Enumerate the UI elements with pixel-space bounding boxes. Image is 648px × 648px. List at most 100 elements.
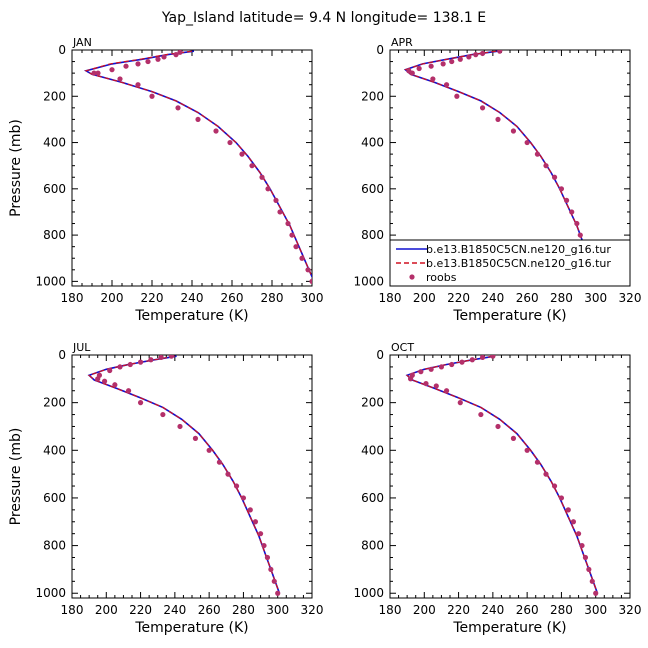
obs-point (309, 278, 312, 284)
obs-point (268, 566, 274, 573)
y-tick-label: 800 (361, 228, 384, 242)
y-tick-label: 200 (43, 396, 66, 410)
x-tick-label: 300 (584, 603, 607, 617)
x-tick-label: 220 (447, 603, 470, 617)
model-line-dashed (87, 355, 280, 594)
obs-point (216, 459, 223, 465)
obs-point (175, 105, 181, 111)
x-tick-label: 200 (101, 291, 124, 305)
x-tick-label: 260 (516, 603, 539, 617)
obs-point (479, 355, 486, 360)
x-tick-label: 280 (550, 291, 573, 305)
obs-point (551, 483, 558, 489)
x-axis-label: Temperature (K) (452, 620, 566, 636)
x-tick-label: 280 (232, 603, 255, 617)
x-tick-label: 260 (516, 291, 539, 305)
obs-point (264, 554, 271, 561)
series-group (83, 50, 312, 284)
obs-point (275, 590, 281, 596)
legend-marker-dot (409, 274, 415, 280)
y-tick-label: 800 (43, 228, 66, 242)
y-tick-label: 600 (361, 491, 384, 505)
obs-point (95, 70, 101, 76)
chart-panel-oct: OCT 180 200 220 240 260 280 300 320 0 200 400 600 800… (353, 341, 641, 636)
obs-point (117, 364, 123, 370)
obs-point (407, 376, 414, 382)
y-axis-label: Pressure (mb) (8, 428, 24, 526)
obs-point (135, 61, 141, 67)
obs-point (91, 70, 97, 76)
obs-point (428, 366, 434, 372)
obs-point (227, 139, 233, 146)
plot-frame (71, 354, 313, 599)
obs-point (195, 116, 201, 123)
y-tick-label: 1000 (353, 274, 384, 288)
legend-label: roobs (426, 271, 457, 284)
y-tick-label: 0 (58, 348, 66, 362)
obs-point (534, 459, 541, 465)
x-axis-label: Temperature (K) (134, 308, 248, 324)
x-tick-label: 260 (198, 603, 221, 617)
x-tick-label: 180 (379, 603, 402, 617)
x-tick-label: 240 (481, 603, 504, 617)
obs-point (158, 355, 164, 360)
obs-point (257, 531, 264, 537)
obs-point (107, 367, 113, 374)
model-line-solid (87, 355, 281, 594)
y-tick-label: 400 (43, 443, 66, 457)
obs-point (259, 174, 265, 180)
obs-point (239, 151, 245, 157)
obs-point (177, 50, 183, 55)
obs-point (285, 220, 291, 227)
obs-point (149, 93, 155, 99)
y-tick-label: 0 (376, 348, 384, 362)
x-tick-label: 300 (301, 291, 324, 305)
y-tick-label: 400 (361, 136, 384, 150)
obs-point (127, 361, 133, 368)
legend-label: b.e13.B1850C5CN.ne120_g16.tur (426, 257, 611, 270)
legend: b.e13.B1850C5CN.ne120_g16.turb.e13.B1850… (389, 239, 631, 287)
y-tick-label: 200 (361, 396, 384, 410)
obs-point (510, 128, 517, 134)
x-tick-label: 320 (619, 291, 642, 305)
panel-label: OCT (391, 341, 414, 354)
obs-point (543, 471, 549, 477)
obs-point (125, 388, 132, 394)
obs-point (449, 361, 455, 368)
obs-point (524, 139, 530, 146)
y-tick-label: 400 (361, 443, 384, 457)
obs-point (416, 65, 422, 72)
model-line-solid (405, 355, 599, 594)
obs-point (247, 507, 253, 513)
obs-point (261, 542, 267, 549)
obs-point (137, 400, 144, 406)
obs-point (252, 519, 259, 525)
x-tick-label: 200 (413, 291, 436, 305)
obs-point (155, 56, 161, 62)
x-tick-label: 220 (129, 603, 152, 617)
panel-label: APR (391, 36, 413, 49)
obs-point (240, 495, 247, 501)
obs-point (440, 61, 446, 67)
chart-panel-jan: JAN 180 200 220 240 260 280 300 0 200 400 600 800 100… (8, 36, 323, 324)
obs-point (213, 128, 219, 134)
x-tick-label: 300 (584, 291, 607, 305)
obs-point (551, 174, 558, 180)
x-tick-label: 180 (379, 291, 402, 305)
obs-point (524, 447, 530, 453)
obs-point (473, 52, 479, 58)
obs-point (563, 197, 570, 203)
y-tick-label: 1000 (35, 274, 66, 288)
obs-point (469, 357, 475, 363)
x-tick-label: 280 (261, 291, 284, 305)
y-tick-label: 600 (43, 491, 66, 505)
x-axis-label: Temperature (K) (134, 620, 248, 636)
obs-point (479, 105, 486, 111)
obs-point (137, 359, 144, 365)
obs-point (273, 197, 279, 203)
x-tick-label: 220 (447, 291, 470, 305)
obs-point (586, 566, 592, 573)
obs-point (569, 209, 575, 215)
obs-point (478, 411, 484, 418)
